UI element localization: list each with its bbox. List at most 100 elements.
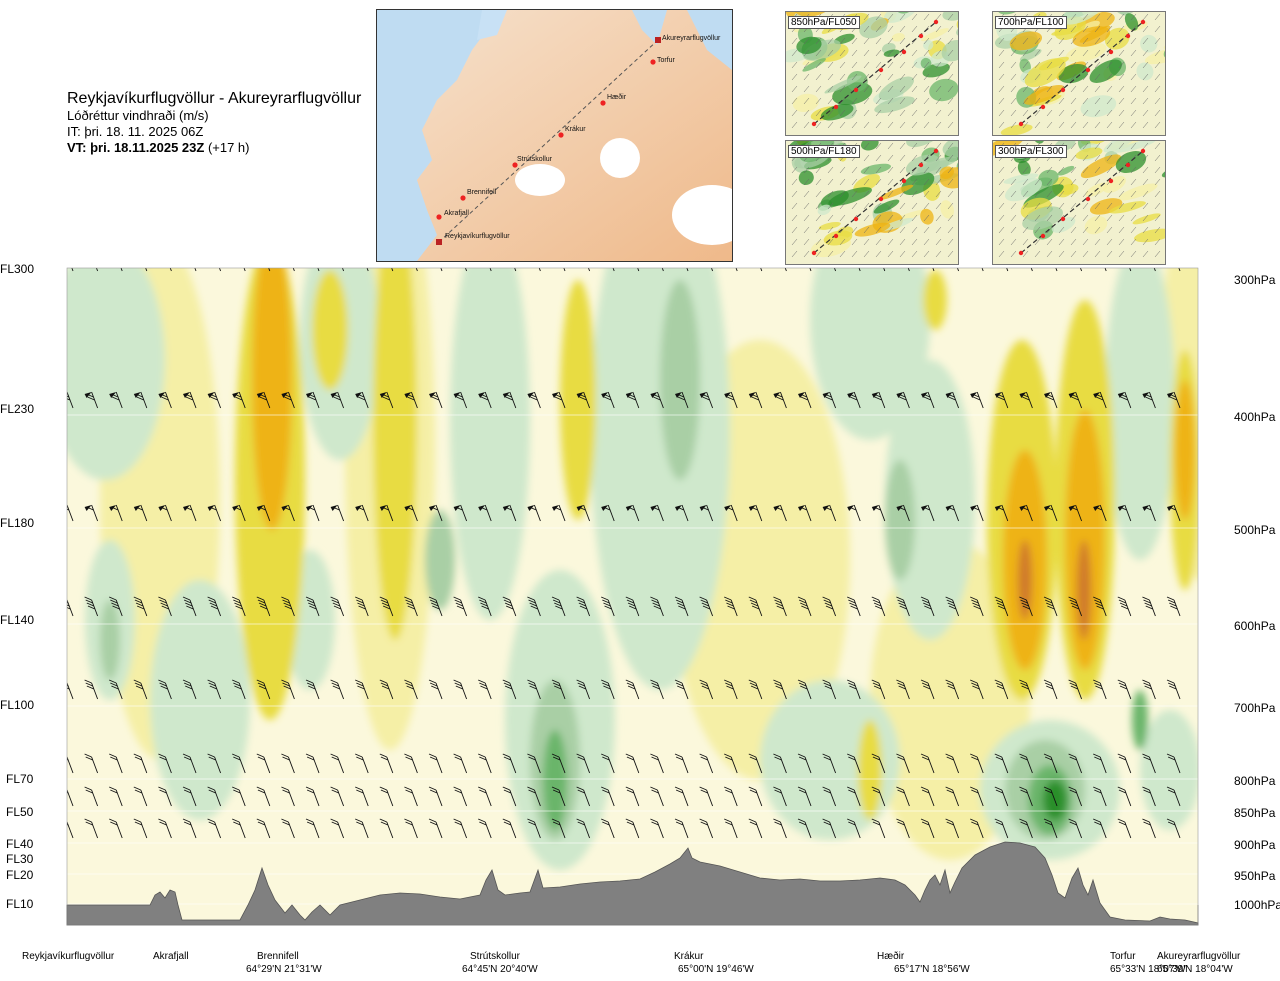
wind-field-region xyxy=(85,540,135,700)
wind-barb xyxy=(453,504,468,522)
wind-barb xyxy=(945,753,960,774)
map-waypoint-label: Hæðir xyxy=(607,93,627,101)
wind-field-region xyxy=(1170,350,1198,590)
wind-barb xyxy=(773,596,787,617)
wind-barb xyxy=(84,391,99,409)
wind-barb xyxy=(1142,504,1156,522)
wind-barb xyxy=(576,753,591,774)
thumbnail-850[interactable]: 850hPa/FL050 xyxy=(785,11,959,136)
thumbnail-500[interactable]: 500hPa/FL180 xyxy=(785,140,959,265)
wind-barb xyxy=(1019,753,1033,774)
wind-barb xyxy=(994,786,1009,807)
wind-barb xyxy=(674,679,689,700)
map-waypoints: Akureyrarflugvöllur Torfur Hæðir Krákur Strú… xyxy=(436,35,721,245)
wind-barb xyxy=(650,391,664,409)
wind-barb xyxy=(601,818,615,839)
wind-barb xyxy=(920,679,935,700)
wind-barb xyxy=(232,679,246,700)
valid-time-line: VT: þri. 18.11.2025 23Z (+17 h) xyxy=(67,140,361,155)
wind-barb xyxy=(404,679,418,700)
wind-barb xyxy=(576,818,591,839)
wind-barb xyxy=(724,504,738,522)
wind-barb xyxy=(650,786,664,807)
thumbnail-700[interactable]: 700hPa/FL100 xyxy=(992,11,1166,136)
wind-barb xyxy=(305,786,320,807)
wind-barb xyxy=(158,391,172,409)
wind-barb xyxy=(305,818,320,839)
wind-barb xyxy=(1019,786,1033,807)
wind-barb xyxy=(527,679,541,700)
wind-barb xyxy=(1117,753,1132,774)
wind-barb xyxy=(674,753,689,774)
wind-barb xyxy=(133,679,148,700)
wind-field-region xyxy=(300,268,380,460)
valid-time: VT: þri. 18.11.2025 23Z xyxy=(67,140,205,155)
wind-barb xyxy=(67,789,74,807)
wind-barb xyxy=(1093,596,1107,617)
section-base xyxy=(66,905,1199,926)
wind-barb xyxy=(748,818,763,839)
wind-barb xyxy=(748,596,763,617)
fl-label-20: FL20 xyxy=(6,868,34,882)
wind-barb xyxy=(724,818,738,839)
wind-barb xyxy=(1142,391,1156,409)
wind-barb xyxy=(699,391,714,409)
wind-field-region xyxy=(1077,540,1091,640)
wind-barb xyxy=(970,818,984,839)
wind-barb xyxy=(67,504,74,522)
location-haedir: Hæðir xyxy=(877,951,905,962)
wind-field-region xyxy=(660,280,700,480)
wind-barb xyxy=(674,818,689,839)
wind-barb xyxy=(404,753,418,774)
wind-barb xyxy=(699,596,714,617)
wind-barb xyxy=(1068,679,1083,700)
wind-barb xyxy=(256,786,271,807)
wind-barb xyxy=(576,391,591,409)
wind-barb xyxy=(970,679,984,700)
wind-barb xyxy=(256,753,271,774)
wind-barb xyxy=(232,786,246,807)
map-airport-marker xyxy=(655,37,661,43)
fl-label-10: FL10 xyxy=(6,897,34,911)
wind-barb xyxy=(1117,679,1132,700)
wind-barb xyxy=(429,391,443,409)
wind-barb xyxy=(1117,391,1132,409)
location-krakur: Krákur xyxy=(674,951,704,962)
wind-barb xyxy=(145,268,148,272)
wind-barb xyxy=(194,268,197,272)
wind-barb xyxy=(1117,596,1132,617)
map-waypoint-marker xyxy=(512,162,518,168)
wind-barb xyxy=(1068,818,1083,839)
wind-field-region xyxy=(885,360,975,640)
wind-barb xyxy=(305,596,320,617)
thumbnail-300[interactable]: 300hPa/FL300 xyxy=(992,140,1166,265)
wind-barb xyxy=(920,753,935,774)
map-waypoint-marker xyxy=(460,195,466,201)
fl-label-140: FL140 xyxy=(0,613,35,627)
wind-barb xyxy=(281,504,295,522)
terrain-profile xyxy=(66,841,1199,926)
wind-barb xyxy=(1044,391,1058,409)
wind-barb xyxy=(67,391,74,409)
wind-barb xyxy=(1142,753,1156,774)
wind-field-region xyxy=(100,268,220,760)
wind-barb xyxy=(232,391,246,409)
wind-barb xyxy=(748,679,763,700)
wind-barb xyxy=(256,596,271,617)
wind-barb xyxy=(527,818,541,839)
wind-barb xyxy=(67,599,74,617)
wind-barb xyxy=(601,391,615,409)
wind-barb xyxy=(404,818,418,839)
wind-field-region xyxy=(373,268,417,640)
wind-barb xyxy=(330,753,345,774)
location-strutskollur: Strútskollur xyxy=(470,951,521,962)
wind-barb xyxy=(207,786,222,807)
wind-barb xyxy=(317,268,320,272)
wind-barb xyxy=(527,596,541,617)
wind-barb xyxy=(773,679,787,700)
wind-field-region xyxy=(1065,410,1105,670)
wind-field-region xyxy=(1105,268,1175,560)
wind-barb xyxy=(1142,679,1156,700)
wind-field-region xyxy=(560,280,596,520)
wind-barb xyxy=(625,679,640,700)
